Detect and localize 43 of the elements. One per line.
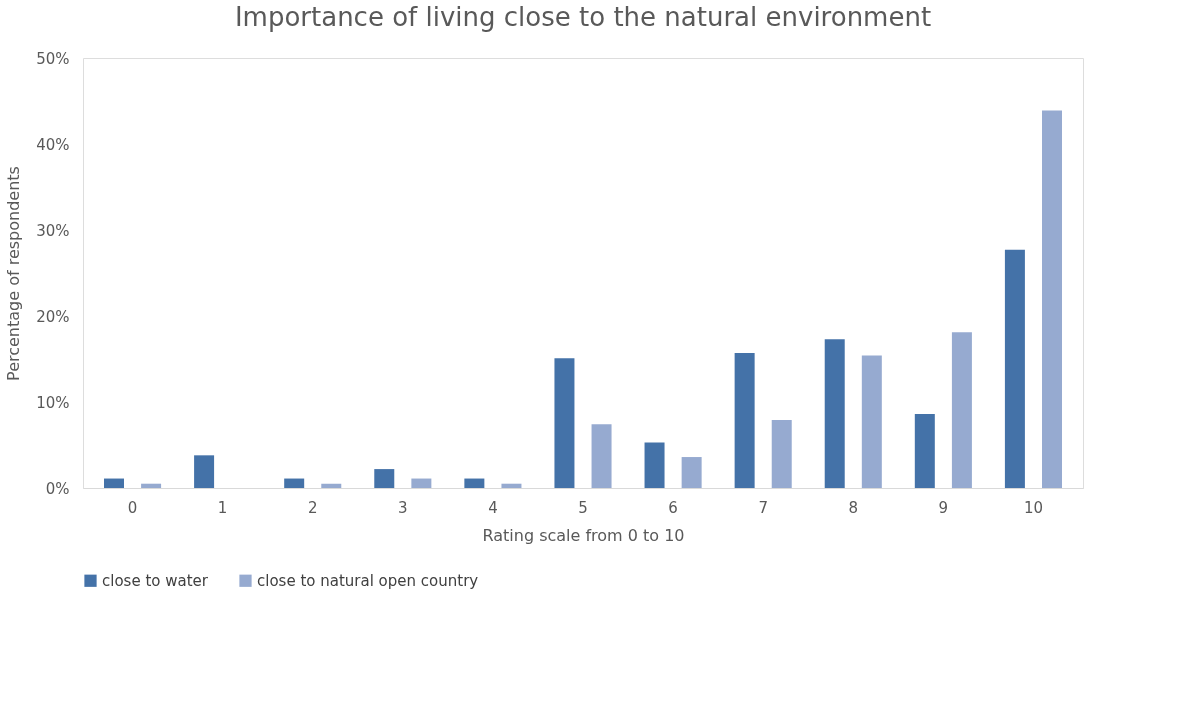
legend-label: close to water	[102, 571, 209, 590]
x-tick-label: 7	[758, 498, 768, 517]
x-tick-label: 2	[307, 498, 318, 517]
y-tick-label: 0%	[45, 479, 70, 498]
bar	[554, 358, 575, 488]
bar	[591, 424, 612, 488]
bar	[914, 414, 935, 488]
x-tick-label: 0	[127, 498, 138, 517]
bar	[284, 478, 305, 488]
y-tick-label: 50%	[36, 49, 70, 68]
x-tick-label: 8	[848, 498, 859, 517]
bar	[104, 478, 124, 488]
x-tick-label: 5	[578, 498, 588, 517]
bar	[501, 483, 522, 488]
bar	[861, 355, 882, 488]
legend-label: close to natural open country	[257, 571, 479, 590]
x-tick-label: 1	[217, 498, 228, 517]
y-tick-label: 40%	[36, 135, 70, 154]
x-tick-label: 3	[398, 498, 408, 517]
y-tick-label: 30%	[36, 221, 70, 240]
bar	[1004, 249, 1025, 488]
y-tick-label: 20%	[36, 307, 70, 326]
bar	[951, 332, 972, 488]
bar	[1042, 110, 1062, 488]
bar	[681, 457, 702, 488]
x-tick-label: 6	[668, 498, 678, 517]
bar	[194, 455, 215, 488]
bar	[464, 478, 485, 488]
y-tick-label: 10%	[36, 393, 70, 412]
bar	[644, 442, 665, 488]
x-tick-label: 9	[938, 498, 949, 517]
x-axis-title: Rating scale from 0 to 10	[482, 525, 685, 545]
bar	[734, 352, 755, 488]
bar	[374, 469, 395, 488]
bar	[141, 483, 162, 488]
chart-title: Importance of living close to the natural environment	[234, 2, 932, 32]
x-tick-label: 4	[488, 498, 498, 517]
y-axis-title: Percentage of respondents	[4, 166, 24, 381]
bar	[321, 483, 342, 488]
bar	[771, 420, 792, 488]
bar	[411, 478, 432, 488]
bar	[824, 339, 845, 488]
x-tick-label: 10	[1023, 498, 1043, 517]
